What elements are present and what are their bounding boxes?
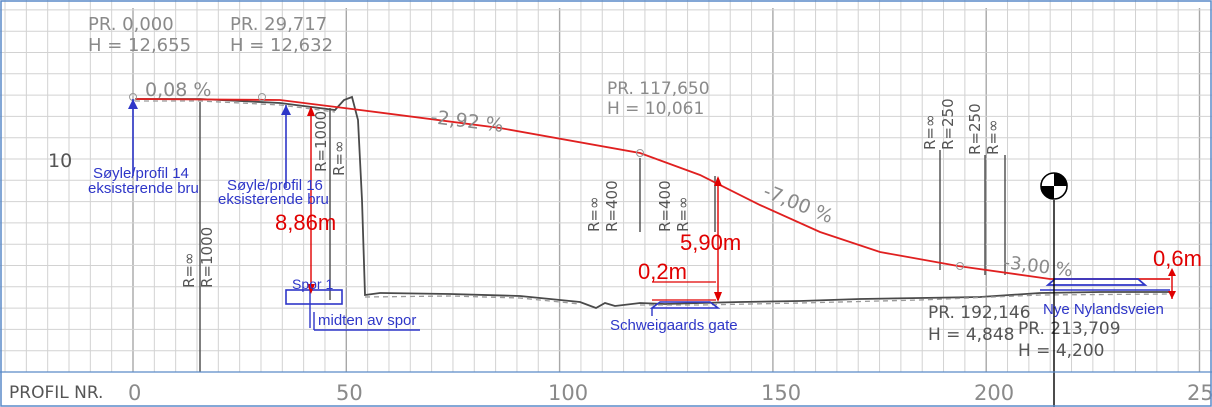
station-0-h: H = 12,655	[88, 35, 191, 56]
grade-label: -2,92 %	[429, 106, 504, 137]
axis-tick-0: 0	[128, 381, 141, 405]
profile-grid	[0, 0, 1212, 373]
spor1-label: Spor 1	[292, 276, 333, 292]
station-3-pr: PR. 192,146	[928, 303, 1031, 323]
radius-label: R=∞	[585, 197, 603, 233]
grade-label: 0,08 %	[145, 79, 211, 101]
annotation-texts: Søyle/profil 14 eksisterende bru Søyle/p…	[48, 150, 1202, 334]
grade-label: -7,00 %	[760, 180, 836, 228]
station-labels: PR. 0,000 H = 12,655 PR. 29,717 H = 12,6…	[88, 14, 1121, 361]
blue-annotations	[128, 99, 1170, 331]
schweigaards-road-section	[649, 301, 721, 309]
station-2-h: H = 10,061	[607, 99, 704, 119]
schweigaards-label: Schweigaards gate	[610, 317, 738, 334]
radius-label: R=∞	[674, 197, 692, 233]
station-4-pr: PR. 213,709	[1018, 319, 1121, 339]
midten-label: midten av spor	[318, 312, 416, 329]
profil-nr-label: PROFIL NR.	[9, 383, 103, 403]
radius-label: R=∞	[180, 253, 198, 289]
dimension-0-2m: 0,2m	[638, 259, 687, 284]
station-0-pr: PR. 0,000	[88, 14, 174, 35]
axis-tick-100: 100	[548, 381, 588, 405]
axis-tick-50: 50	[336, 381, 363, 405]
y-axis-label-10: 10	[48, 150, 72, 172]
terrain-line	[135, 95, 1171, 309]
station-1-h: H = 12,632	[230, 35, 333, 56]
station-4-h: H = 4,200	[1018, 341, 1105, 361]
station-2-pr: PR. 117,650	[607, 79, 710, 99]
radius-labels: R=∞ R=1000 R=1000 R=∞ R=∞ R=400 R=400 R=…	[180, 98, 1002, 288]
radius-label: R=∞	[921, 115, 939, 151]
nylandsveien-label: Nye Nylandsveien	[1043, 301, 1164, 318]
axis-tick-150: 150	[761, 381, 801, 405]
axis-tick-200: 200	[974, 381, 1014, 405]
dimension-5-90m: 5,90m	[680, 230, 741, 255]
radius-label: R=1000	[312, 111, 330, 172]
dimension-8-86m: 8,86m	[275, 210, 336, 235]
soyle14-line1: Søyle/profil 14	[93, 165, 189, 182]
rail-track-box	[285, 289, 343, 305]
radius-label: R=400	[603, 180, 621, 232]
soyle14-line2: eksisterende bru	[88, 180, 199, 197]
nylandsveien-road-section	[1045, 278, 1148, 286]
soyle16-line2: eksisterende bru	[218, 191, 329, 208]
axis-band: PROFIL NR. 0 50 100 150 200 25	[0, 371, 1212, 405]
radius-label: R=∞	[984, 120, 1002, 156]
soyle16-line1: Søyle/profil 16	[227, 177, 323, 194]
station-1-pr: PR. 29,717	[230, 14, 327, 35]
radius-label: R=400	[656, 180, 674, 232]
radius-label: R=250	[939, 98, 957, 150]
red-dimensions	[307, 106, 1176, 302]
grade-label: -3,00 %	[1002, 252, 1073, 281]
radius-label: R=1000	[198, 227, 216, 288]
radius-label: R=250	[966, 103, 984, 155]
axis-tick-250: 25	[1187, 381, 1212, 405]
radius-label: R=∞	[330, 141, 348, 177]
dimension-0-6m: 0,6m	[1153, 246, 1202, 271]
station-3-h: H = 4,848	[928, 325, 1015, 345]
